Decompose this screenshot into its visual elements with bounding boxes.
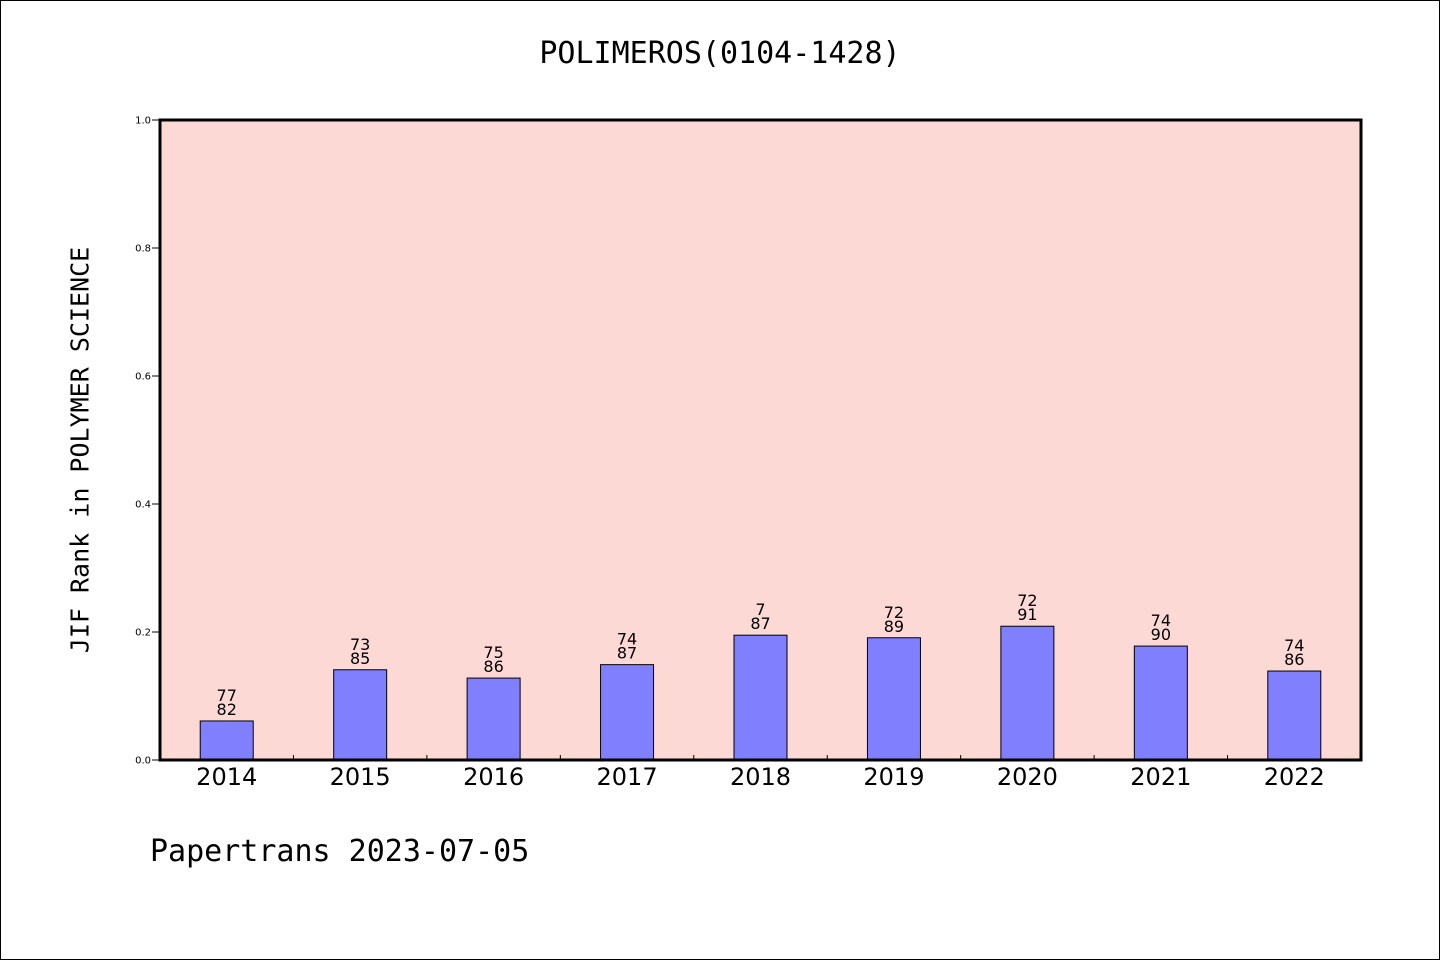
x-tick-label: 2021: [1130, 763, 1191, 791]
bar-2014: [199, 720, 254, 761]
bar-total-label: 89: [884, 617, 904, 636]
bar-total-label: 86: [1284, 650, 1304, 669]
y-tick-label: 0.0: [135, 756, 151, 767]
footer-credit: Papertrans 2023-07-05: [150, 834, 530, 869]
y-tick-label: 0.6: [135, 372, 151, 383]
bar-rank-label: 75: [483, 643, 503, 662]
bar-rank-label: 74: [1284, 636, 1304, 655]
bar-2019: [866, 637, 921, 761]
x-tick-label: 2016: [463, 763, 524, 791]
bar-total-label: 87: [617, 644, 637, 663]
bar-rank-label: 73: [350, 635, 370, 654]
bar-2016: [466, 677, 521, 761]
bar-rank-label: 74: [617, 630, 637, 649]
bar-total-label: 90: [1151, 625, 1171, 644]
x-tick-label: 2017: [597, 763, 658, 791]
bar-rank-label: 72: [1017, 591, 1037, 610]
bar-total-label: 91: [1017, 605, 1037, 624]
bar-2017: [600, 664, 655, 761]
chart-title: POLIMEROS(0104-1428): [539, 36, 901, 71]
plot-border: [158, 118, 1363, 762]
x-tick-label: 2014: [196, 763, 257, 791]
y-tick-label: 0.4: [135, 500, 151, 511]
bar-2015: [333, 669, 388, 761]
bar-total-label: 87: [750, 614, 770, 633]
bar-2022: [1267, 670, 1322, 761]
bar-total-label: 86: [483, 657, 503, 676]
bar-2018: [733, 634, 788, 761]
x-tick-label: 2019: [863, 763, 924, 791]
x-tick-label: 2022: [1264, 763, 1325, 791]
x-tick-label: 2015: [330, 763, 391, 791]
bar-total-label: 85: [350, 649, 370, 668]
y-tick-label: 0.2: [135, 628, 151, 639]
bar-total-label: 82: [217, 700, 237, 719]
bar-rank-label: 72: [884, 603, 904, 622]
bar-rank-label: 7: [755, 600, 765, 619]
x-tick-label: 2018: [730, 763, 791, 791]
bar-2021: [1133, 645, 1188, 761]
bar-rank-label: 77: [217, 686, 237, 705]
bar-2020: [1000, 625, 1055, 761]
bar-rank-label: 74: [1151, 611, 1171, 630]
y-tick-label: 1.0: [135, 116, 151, 127]
y-tick-label: 0.8: [135, 244, 151, 255]
x-tick-label: 2020: [997, 763, 1058, 791]
